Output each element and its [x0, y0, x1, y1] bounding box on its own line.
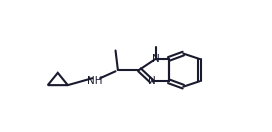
- Text: NH: NH: [87, 76, 103, 86]
- Text: N: N: [152, 54, 159, 64]
- Text: N: N: [148, 76, 156, 86]
